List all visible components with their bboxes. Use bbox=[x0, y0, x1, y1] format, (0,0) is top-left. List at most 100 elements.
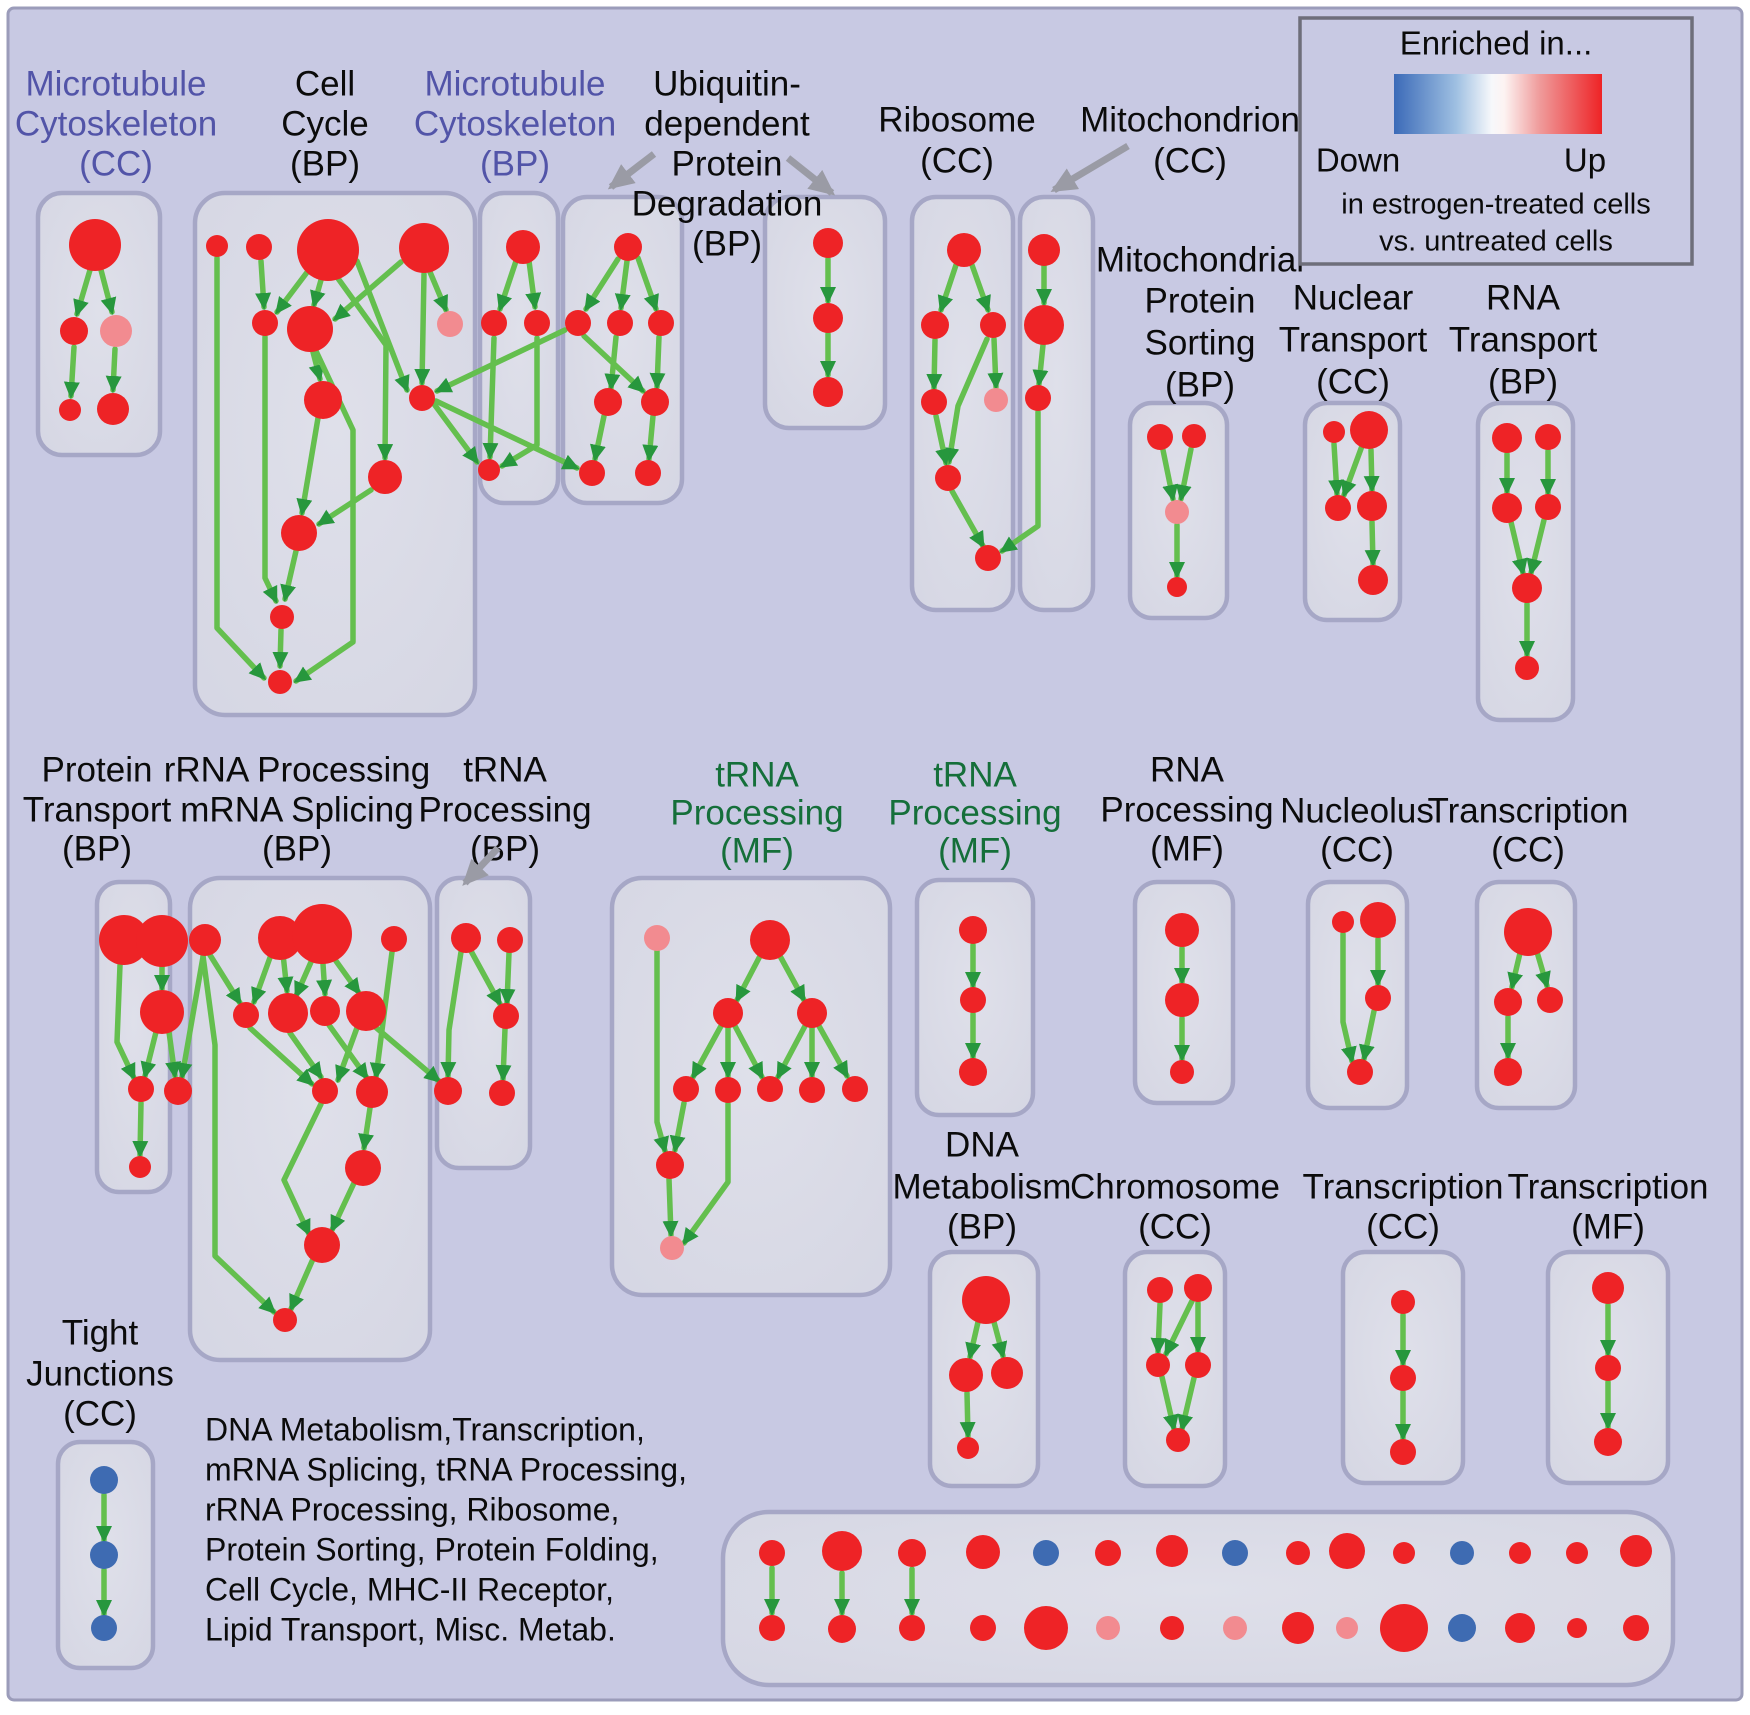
go-term-node bbox=[750, 920, 790, 960]
go-term-node bbox=[129, 1156, 151, 1178]
go-term-node bbox=[1282, 1612, 1314, 1644]
hierarchy-edge-arrow bbox=[296, 415, 321, 516]
go-term-node bbox=[921, 311, 949, 339]
hierarchy-edge-arrow bbox=[251, 949, 275, 1005]
cluster-label-line: Processing bbox=[670, 793, 843, 832]
go-term-node bbox=[506, 230, 540, 264]
go-term-node bbox=[799, 1077, 825, 1103]
hierarchy-edge-arrow bbox=[949, 488, 986, 549]
go-term-node bbox=[90, 1466, 118, 1494]
cluster-label-line: Tight bbox=[62, 1313, 139, 1352]
hierarchy-edge-arrow bbox=[1160, 447, 1179, 502]
cluster-label-line: dependent bbox=[644, 104, 810, 143]
cross-cluster-edge-arrow bbox=[176, 954, 206, 1080]
cluster-label-line: Junctions bbox=[26, 1354, 174, 1393]
go-term-node bbox=[1222, 1540, 1248, 1566]
go-term-node bbox=[497, 927, 523, 953]
cluster-label-line: (BP) bbox=[480, 144, 550, 183]
hierarchy-edge-arrow bbox=[1526, 517, 1547, 576]
cluster-label-line: RNA bbox=[1150, 750, 1225, 789]
go-term-node bbox=[1390, 1439, 1416, 1465]
go-term-node bbox=[842, 1076, 868, 1102]
legend-down-label: Down bbox=[1316, 142, 1400, 179]
go-term-node bbox=[984, 388, 1008, 412]
cluster-label-rrna-processing-mrna-splicing-bp: rRNA Processing mRNA Splicing (BP) bbox=[164, 750, 430, 868]
go-term-node bbox=[1096, 1616, 1120, 1640]
cluster-label-line: (BP) bbox=[262, 829, 332, 868]
hierarchy-edge-arrow bbox=[310, 277, 326, 308]
go-term-node bbox=[140, 990, 184, 1034]
hierarchy-edge-arrow bbox=[937, 262, 959, 313]
hierarchy-edge-arrow bbox=[200, 953, 277, 1315]
hierarchy-edge-arrow bbox=[414, 271, 431, 386]
go-term-node bbox=[1028, 234, 1060, 266]
hierarchy-edge-arrow bbox=[1328, 441, 1345, 497]
hierarchy-edge-arrow bbox=[482, 335, 499, 460]
go-term-node bbox=[233, 1002, 259, 1028]
hierarchy-edge-arrow bbox=[495, 1026, 512, 1082]
hierarchy-edge-arrow bbox=[991, 1319, 1008, 1359]
go-term-node bbox=[1182, 424, 1206, 448]
go-term-node bbox=[1347, 1059, 1373, 1085]
hierarchy-edge-arrow bbox=[1363, 447, 1380, 493]
cluster-label-line: (CC) bbox=[1153, 141, 1227, 180]
annotation-arrow bbox=[785, 155, 836, 196]
cluster-label-tight-junctions-cc: Tight Junctions (CC) bbox=[26, 1313, 174, 1433]
note-line: Cell Cycle, MHC-II Receptor, bbox=[205, 1571, 614, 1607]
cluster-label-line: RNA bbox=[1486, 278, 1561, 317]
go-term-node bbox=[959, 916, 987, 944]
go-term-node bbox=[947, 233, 981, 267]
hierarchy-edge-arrow bbox=[614, 258, 631, 311]
go-term-node bbox=[1595, 1355, 1621, 1381]
go-term-node bbox=[164, 1077, 192, 1105]
go-term-node bbox=[1594, 1428, 1622, 1456]
cluster-label-line: Chromosome bbox=[1070, 1167, 1280, 1206]
hierarchy-edge-arrow bbox=[1177, 1375, 1197, 1432]
go-term-node bbox=[258, 916, 302, 960]
annotation-arrow bbox=[462, 845, 501, 886]
cluster-label-mitochondrion-cc: Mitochondrion (CC) bbox=[1080, 100, 1300, 180]
cluster-label-line: Transport bbox=[23, 790, 172, 829]
go-term-node bbox=[713, 998, 743, 1028]
go-term-node bbox=[1286, 1541, 1310, 1565]
note-line: DNA Metabolism,Transcription, bbox=[205, 1411, 645, 1447]
cluster-label-dna-metabolism-bp: DNA Metabolism (BP) bbox=[893, 1125, 1072, 1246]
go-term-node bbox=[489, 1080, 515, 1106]
go-term-node bbox=[524, 310, 550, 336]
go-term-node bbox=[481, 310, 507, 336]
hierarchy-edge-arrow bbox=[681, 1101, 731, 1246]
hierarchy-edge-arrow bbox=[1364, 519, 1381, 567]
go-term-node bbox=[268, 993, 308, 1033]
go-term-node bbox=[957, 1437, 979, 1459]
cluster-label-line: DNA bbox=[945, 1125, 1020, 1164]
hierarchy-edge-arrow bbox=[959, 1390, 976, 1439]
go-term-node bbox=[1223, 1616, 1247, 1640]
hierarchy-edge-arrow bbox=[1340, 931, 1357, 1064]
go-term-node bbox=[656, 1151, 684, 1179]
cluster-box-nucleolus-cc bbox=[1305, 879, 1410, 1111]
go-term-node bbox=[90, 1541, 118, 1569]
go-term-node bbox=[1024, 1606, 1068, 1650]
hierarchy-edge-arrow bbox=[293, 959, 314, 999]
legend-gradient-bar bbox=[1394, 74, 1602, 134]
cluster-label-line: Microtubule bbox=[425, 64, 606, 103]
hierarchy-edge-arrow bbox=[1341, 443, 1365, 498]
go-term-node bbox=[1160, 1616, 1184, 1640]
cluster-label-microtubule-cytoskeleton-cc: Microtubule Cytoskeleton (CC) bbox=[15, 64, 217, 183]
go-term-node bbox=[99, 915, 149, 965]
cluster-label-line: Mitochondrial bbox=[1096, 240, 1304, 279]
go-term-node bbox=[759, 1540, 785, 1566]
hierarchy-edge-arrow bbox=[642, 413, 659, 462]
go-term-node bbox=[828, 1615, 856, 1643]
cluster-label-line: Cycle bbox=[281, 104, 369, 143]
go-term-node bbox=[975, 545, 1001, 571]
hierarchy-edge-arrow bbox=[933, 413, 951, 466]
cluster-label-line: (CC) bbox=[920, 141, 994, 180]
cluster-label-line: Cell bbox=[295, 64, 355, 103]
legend-up-label: Up bbox=[1564, 142, 1606, 179]
hierarchy-edge-arrow bbox=[583, 256, 621, 312]
go-term-node bbox=[960, 987, 986, 1013]
go-term-node bbox=[1146, 1353, 1170, 1377]
cluster-label-line: (CC) bbox=[63, 1394, 137, 1433]
go-term-node bbox=[1167, 577, 1187, 597]
